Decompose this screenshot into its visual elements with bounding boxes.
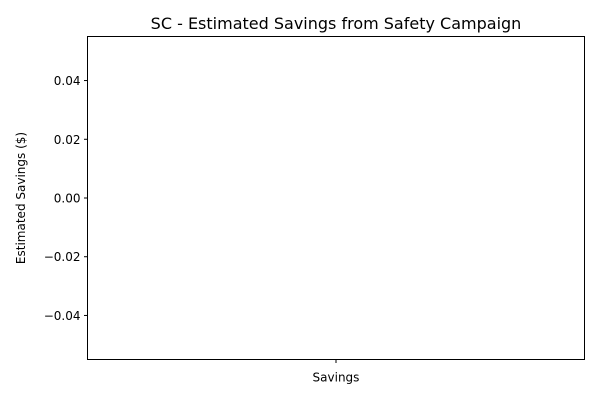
x-axis: Savings [313, 359, 360, 385]
y-tick-label: −0.02 [44, 250, 81, 264]
y-tick-label: 0.00 [54, 192, 81, 206]
y-tick-label: −0.04 [44, 309, 81, 323]
y-tick-label: 0.02 [54, 133, 81, 147]
chart-title: SC - Estimated Savings from Safety Campa… [151, 14, 522, 33]
y-axis-label: Estimated Savings ($) [14, 132, 28, 264]
x-tick-label: Savings [313, 371, 360, 385]
plot-area [87, 36, 585, 360]
y-tick-label: 0.04 [54, 74, 81, 88]
y-axis: −0.04 −0.02 0.00 0.02 0.04 [44, 74, 88, 323]
plot-frame [87, 36, 585, 360]
